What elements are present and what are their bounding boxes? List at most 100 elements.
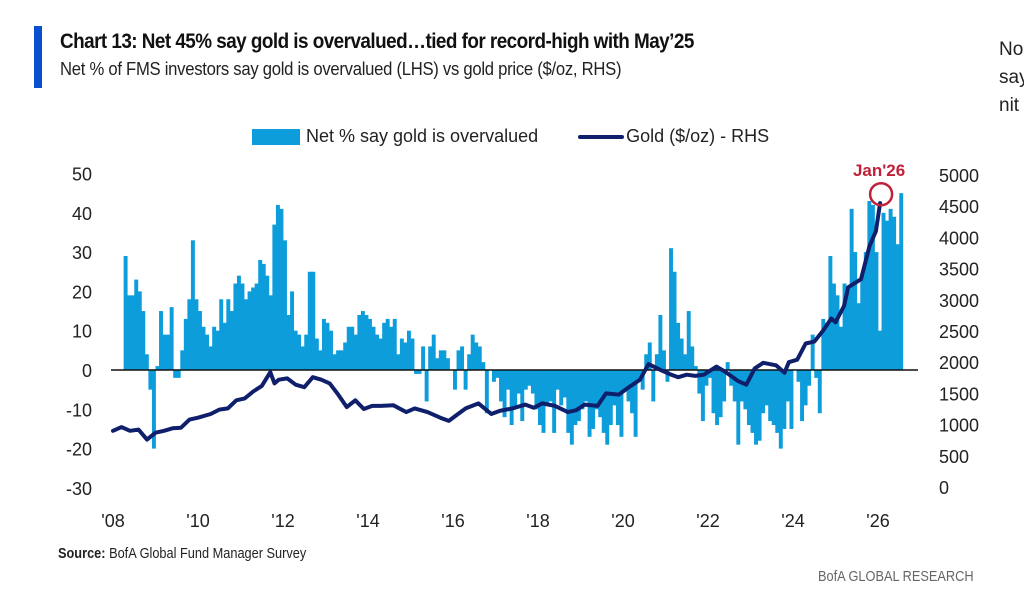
bar xyxy=(513,370,518,410)
bar xyxy=(520,370,525,422)
bar xyxy=(385,318,390,370)
bar xyxy=(470,334,475,370)
bar xyxy=(368,318,372,370)
bar xyxy=(343,342,348,370)
bar xyxy=(155,366,160,370)
bar xyxy=(591,370,596,429)
bar xyxy=(339,350,344,370)
bar xyxy=(658,314,663,370)
annotation: Jan'26 xyxy=(853,161,905,207)
bar xyxy=(555,370,560,390)
x-tick-label: '08 xyxy=(101,511,124,531)
bar xyxy=(159,311,163,370)
bar xyxy=(715,370,720,426)
bar xyxy=(173,370,178,378)
bar xyxy=(442,350,447,370)
bar xyxy=(608,370,613,426)
bar xyxy=(612,370,617,406)
bar xyxy=(644,354,649,370)
bar xyxy=(683,354,688,370)
bar xyxy=(258,259,263,370)
legend-swatch-bars xyxy=(252,128,300,145)
bar xyxy=(548,370,553,402)
bar xyxy=(821,318,826,370)
bar xyxy=(807,370,812,386)
bar xyxy=(828,256,833,370)
bar xyxy=(516,370,521,394)
bar xyxy=(134,279,139,370)
bar xyxy=(396,354,401,370)
bar xyxy=(722,370,727,402)
bar xyxy=(353,334,358,370)
bar xyxy=(435,358,440,370)
bar xyxy=(743,370,748,410)
bar xyxy=(736,370,741,445)
bar xyxy=(892,216,897,370)
bar xyxy=(350,326,355,370)
bar xyxy=(881,212,886,370)
bar xyxy=(399,338,404,370)
side-text-line: say xyxy=(999,67,1024,88)
source-text: BofA Global Fund Manager Survey xyxy=(105,546,307,562)
left-axis: 50 40 30 20 10 0 -10 -20 -30 xyxy=(66,165,92,499)
bar xyxy=(839,326,843,370)
bar xyxy=(619,370,624,437)
bar xyxy=(693,366,698,370)
bar xyxy=(775,370,780,433)
bar xyxy=(187,299,192,370)
bar xyxy=(403,342,408,370)
bar xyxy=(672,271,677,370)
gold-price-line xyxy=(111,201,883,442)
bar xyxy=(421,346,426,370)
bar xyxy=(212,326,217,370)
bar xyxy=(162,334,167,370)
source-note: Source: BofA Global Fund Manager Survey xyxy=(58,546,306,562)
bar xyxy=(166,334,171,370)
x-tick-label: '24 xyxy=(781,511,804,531)
bar xyxy=(863,252,868,370)
bar xyxy=(771,370,776,426)
bar xyxy=(711,370,716,414)
bar xyxy=(824,322,829,370)
bar xyxy=(222,322,227,370)
x-tick-label: '16 xyxy=(441,511,464,531)
bar xyxy=(283,240,287,370)
left-tick-label: -30 xyxy=(66,479,92,499)
bar xyxy=(205,334,210,370)
left-tick-label: 30 xyxy=(72,243,92,263)
bar xyxy=(254,283,259,370)
bar xyxy=(605,370,610,445)
bar xyxy=(899,193,904,370)
bar xyxy=(686,311,691,370)
bar xyxy=(265,275,270,370)
legend-label-bars: Net % say gold is overvalued xyxy=(306,126,539,146)
x-tick-label: '14 xyxy=(356,511,379,531)
bar xyxy=(467,354,472,370)
bar xyxy=(817,370,822,414)
bar xyxy=(785,370,790,402)
left-tick-label: 10 xyxy=(72,322,92,342)
bar xyxy=(895,244,900,370)
bar xyxy=(251,287,256,370)
bar xyxy=(573,370,578,426)
brand-label: BofA GLOBAL RESEARCH xyxy=(818,569,974,585)
bar xyxy=(321,318,326,370)
bar xyxy=(739,370,744,402)
bar xyxy=(700,370,705,422)
bar xyxy=(665,370,670,382)
bar xyxy=(888,208,893,370)
bar xyxy=(637,370,642,382)
bar xyxy=(530,370,535,394)
bar xyxy=(371,326,376,370)
right-tick-label: 2000 xyxy=(939,353,979,373)
bar xyxy=(456,350,461,370)
left-tick-label: 0 xyxy=(82,361,92,381)
bar xyxy=(647,342,652,370)
bar xyxy=(601,370,606,433)
bar xyxy=(814,370,819,378)
bar xyxy=(130,295,135,370)
side-text-line: No xyxy=(999,39,1024,60)
bar xyxy=(180,350,185,370)
legend-swatch-line xyxy=(578,134,625,139)
